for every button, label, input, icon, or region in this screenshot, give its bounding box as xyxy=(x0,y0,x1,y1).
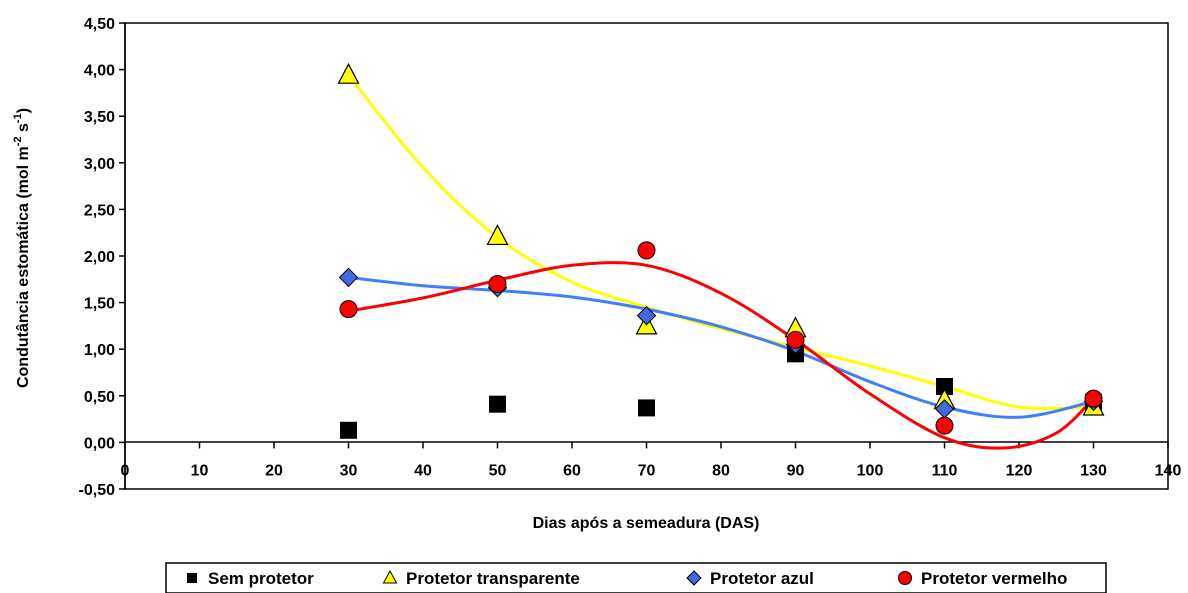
data-point-square xyxy=(340,421,357,439)
legend-item: Protetor azul xyxy=(686,569,814,588)
y-tick-label: 2,50 xyxy=(84,202,115,219)
legend-label: Protetor transparente xyxy=(406,569,580,588)
y-axis-title-mid: s xyxy=(15,123,32,136)
legend-label: Sem protetor xyxy=(208,569,314,588)
x-tick-label: 30 xyxy=(340,462,358,479)
x-tick-label: 110 xyxy=(932,462,958,479)
y-axis-title-sup2: -1 xyxy=(12,113,24,123)
y-axis-title-main: Condutância estomática (mol m xyxy=(15,146,32,388)
data-point-circle xyxy=(339,300,358,319)
data-point-square xyxy=(489,395,506,413)
y-tick-label: 3,50 xyxy=(84,109,115,126)
x-tick-label: 70 xyxy=(638,462,656,479)
legend-item: Protetor transparente xyxy=(382,569,580,588)
data-point-circle xyxy=(935,416,954,435)
data-point-diamond xyxy=(636,305,657,326)
x-tick-label: 0 xyxy=(121,462,130,479)
legend-marker xyxy=(382,569,398,584)
x-tick-label: 120 xyxy=(1006,462,1033,479)
y-tick-label: 4,50 xyxy=(84,16,115,33)
y-tick-label: 2,00 xyxy=(84,249,115,266)
legend-item: Protetor vermelho xyxy=(898,569,1067,588)
x-tick-label: 20 xyxy=(265,462,283,479)
x-tick-label: 90 xyxy=(787,462,805,479)
x-axis-title: Dias após a semeadura (DAS) xyxy=(533,515,760,532)
x-tick-label: 50 xyxy=(489,462,507,479)
legend-items: Sem protetor Protetor transparente Proteto… xyxy=(187,569,1067,588)
data-point-circle xyxy=(786,330,805,349)
data-point-triangle xyxy=(486,224,509,246)
x-tick-label: 40 xyxy=(414,462,432,479)
legend-marker xyxy=(686,570,702,586)
y-axis-title-end: ) xyxy=(15,108,32,113)
legend-item: Sem protetor xyxy=(187,569,314,588)
trendline-protetor-transparente xyxy=(347,74,1094,411)
legend-label: Protetor vermelho xyxy=(921,569,1067,588)
y-ticks: -0,50 0,00 0,50 1,00 1,50 2,00 2,50 3,00 3,50 4,0… xyxy=(79,16,125,499)
x-tick-label: 140 xyxy=(1155,462,1182,479)
y-tick-label: 1,00 xyxy=(84,342,115,359)
legend-marker xyxy=(187,573,197,583)
data-point-circle xyxy=(637,241,656,260)
y-axis-title-sup1: -2 xyxy=(12,136,24,146)
data-point-circle xyxy=(1084,389,1103,408)
y-tick-label: 0,50 xyxy=(84,389,115,406)
x-tick-label: 100 xyxy=(857,462,884,479)
data-point-diamond xyxy=(338,267,359,288)
legend-marker xyxy=(898,571,912,585)
x-tick-label: 80 xyxy=(712,462,730,479)
x-tick-label: 130 xyxy=(1080,462,1107,479)
x-ticks: 0 10 20 30 40 50 60 70 80 90 100 110 120 130 140 xyxy=(121,442,1182,479)
y-axis-title: Condutância estomática (mol m-2 s-1) xyxy=(12,108,32,388)
y-tick-label: 4,00 xyxy=(84,63,115,80)
y-tick-label: 3,00 xyxy=(84,156,115,173)
y-tick-label: 0,00 xyxy=(84,435,115,452)
x-tick-label: 60 xyxy=(563,462,581,479)
x-tick-label: 10 xyxy=(191,462,209,479)
data-point-triangle xyxy=(337,62,360,84)
y-tick-label: -0,50 xyxy=(79,482,116,499)
legend-box xyxy=(165,562,1107,593)
legend-label: Protetor azul xyxy=(710,569,814,588)
y-tick-label: 1,50 xyxy=(84,296,115,313)
data-point-circle xyxy=(488,274,507,293)
data-point-square xyxy=(638,399,655,417)
trendline-protetor-azul xyxy=(348,275,1094,419)
legend: Sem protetor Protetor transparente Proteto… xyxy=(165,562,1107,593)
data-points xyxy=(337,62,1105,439)
